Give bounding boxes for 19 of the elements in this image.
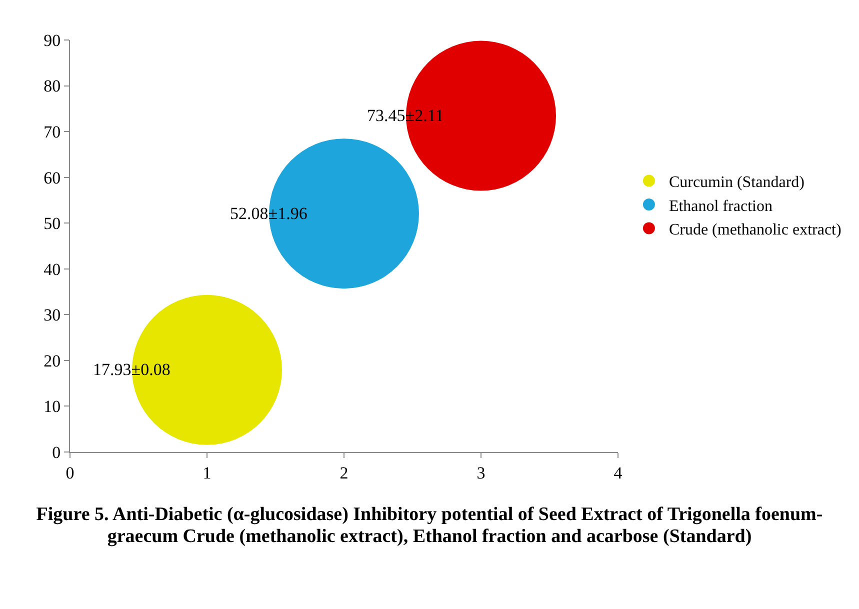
legend-label: Crude (methanolic extract) xyxy=(668,222,842,239)
x-tick-label: 4 xyxy=(614,463,623,482)
x-tick-label: 0 xyxy=(66,463,74,482)
y-tick-label: 10 xyxy=(44,397,61,416)
y-tick-label: 60 xyxy=(44,168,61,188)
legend-label: Ethanol fraction xyxy=(668,198,772,215)
y-tick-label: 90 xyxy=(44,30,61,50)
legend-label: Curcumin (Standard) xyxy=(668,174,804,191)
x-tick-label: 2 xyxy=(340,463,348,482)
text: Figure 5. Anti-Diabetic (α-glucosidase) Inhibitory potential of Seed Extract of Trigonella foenum-graecum Crude (methanolic extract), Ethanol fraction and acarbose (Standard) xyxy=(35,504,824,548)
y-tick-label: 30 xyxy=(44,306,61,325)
y-tick-label: 80 xyxy=(44,76,61,96)
y-tick-label: 40 xyxy=(44,260,61,279)
y-tick-label: 50 xyxy=(44,214,61,234)
y-tick-label: 0 xyxy=(52,442,61,462)
y-tick-label: 20 xyxy=(44,351,61,370)
x-tick-label: 1 xyxy=(202,463,212,482)
y-tick-label: 70 xyxy=(44,122,61,142)
x-tick-label: 3 xyxy=(476,463,486,482)
